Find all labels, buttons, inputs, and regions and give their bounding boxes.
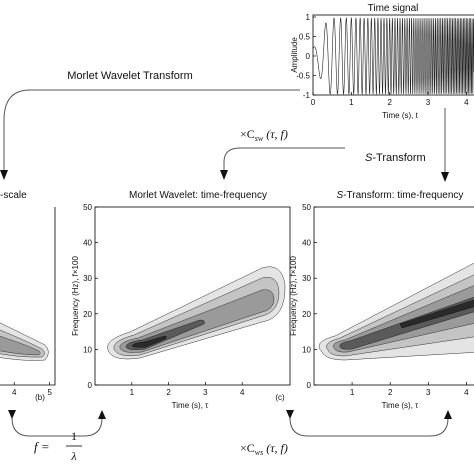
x-tick-label: 2 — [388, 388, 393, 397]
plot-title: S-Transform: time-frequency — [337, 190, 464, 201]
waveform — [313, 16, 474, 95]
math-sub: ws — [255, 448, 263, 457]
y-tick-label: 0.5 — [299, 33, 311, 42]
y-tick-label: 50 — [83, 203, 92, 212]
x-tick-label: 1 — [349, 98, 354, 107]
x-axis-label: Time (s), t — [382, 111, 418, 120]
text-part: -Transform: time-frequency — [343, 190, 463, 201]
arrow-label: ×Cws (τ, f) — [240, 441, 288, 457]
plot-title: Morlet Wavelet: time-frequency — [129, 190, 267, 201]
arrow — [289, 417, 449, 437]
arrow-head — [0, 170, 8, 180]
left-panel: -scale (b) 4 5 — [0, 190, 56, 402]
text-part: -Transform — [372, 152, 425, 164]
y-tick-label: 40 — [302, 239, 311, 248]
x-tick-label: 2 — [166, 388, 171, 397]
math-sub: sw — [255, 134, 264, 143]
x-tick-label: 4 — [464, 388, 469, 397]
arrow-head — [441, 172, 449, 182]
y-tick-label: -1 — [303, 91, 311, 100]
x-tick-label: 4 — [240, 388, 245, 397]
arrow-label: ×Csw (τ, f) — [240, 127, 288, 143]
panel-label: (b) — [35, 393, 45, 402]
math-text: ×C — [240, 441, 255, 455]
arrow-label: S-Transform — [365, 152, 426, 164]
y-axis-label: Amplitude — [290, 37, 299, 73]
math-text: (τ, f) — [266, 127, 288, 141]
right-panel: S-Transform: time-frequency Time (s), τ … — [289, 190, 474, 410]
x-axis-label: Time (s), τ — [172, 401, 209, 410]
math-text: λ — [70, 449, 76, 463]
y-tick-label: 30 — [302, 274, 311, 283]
x-tick-label: 0 — [311, 98, 316, 107]
x-tick-label: 5 — [47, 388, 52, 397]
y-tick-label: 0 — [88, 381, 93, 390]
y-tick-label: 30 — [83, 274, 92, 283]
arrow-head — [98, 410, 106, 419]
y-tick-label: 10 — [83, 345, 92, 354]
x-tick-label: 3 — [426, 388, 431, 397]
y-axis-label: Frequency (Hz), f×100 — [71, 256, 80, 336]
plot-title: -scale — [0, 190, 27, 201]
y-tick-label: 20 — [83, 310, 92, 319]
x-tick-label: 1 — [350, 388, 355, 397]
x-tick-label: 3 — [203, 388, 208, 397]
x-tick-label: 4 — [464, 98, 469, 107]
arrow-head — [444, 410, 452, 419]
x-tick-label: 1 — [130, 388, 135, 397]
text-part: S — [337, 190, 344, 201]
text-part: S — [365, 152, 373, 164]
math-text: (τ, f) — [266, 441, 288, 455]
math-text: ×C — [240, 127, 255, 141]
y-tick-label: 0 — [307, 381, 312, 390]
panel-label: (c) — [275, 393, 285, 402]
arrow-head — [8, 410, 16, 419]
x-tick-label: 4 — [12, 388, 17, 397]
y-tick-label: -0.5 — [296, 72, 310, 81]
plot-title: Time signal — [368, 3, 419, 14]
y-tick-label: 1 — [306, 13, 311, 22]
y-axis-label: Frequency (Hz), f×100 — [289, 256, 298, 336]
x-tick-label: 2 — [387, 98, 392, 107]
y-tick-label: 40 — [83, 239, 92, 248]
time-signal-plot: Time signal Time (s), t Amplitude 0 1 2 3 4 -… — [290, 3, 474, 120]
x-axis-label: Time (s), τ — [382, 401, 419, 410]
arrow — [11, 417, 103, 437]
arrow-label: Morlet Wavelet Transform — [67, 70, 193, 82]
middle-panel: Morlet Wavelet: time-frequency Time (s),… — [71, 190, 291, 410]
y-tick-label: 0 — [306, 52, 311, 61]
y-tick-label: 10 — [302, 345, 311, 354]
y-tick-label: 50 — [302, 203, 311, 212]
y-tick-label: 20 — [302, 310, 311, 319]
math-text: f = — [34, 439, 50, 454]
x-tick-label: 3 — [426, 98, 431, 107]
arrow — [223, 147, 345, 170]
arrow-head — [286, 410, 294, 419]
arrow — [3, 89, 300, 170]
arrow-head — [220, 170, 228, 180]
math-text: 1 — [71, 429, 77, 443]
